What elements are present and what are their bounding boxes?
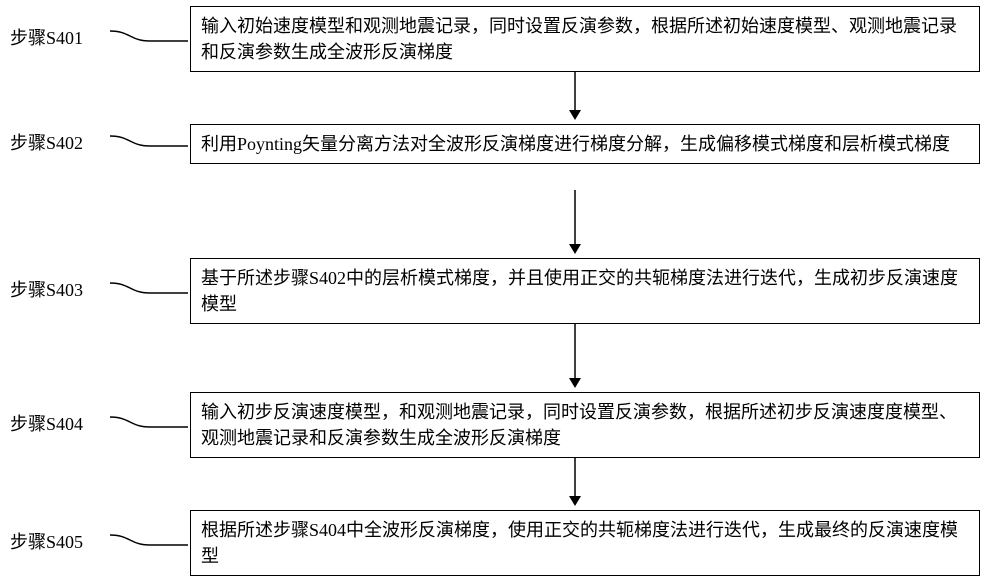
flow-arrow-s402-s403 (565, 190, 585, 254)
step-row-s401: 步骤S401 输入初始速度模型和观测地震记录，同时设置反演参数，根据所述初始速度… (10, 6, 980, 72)
step-row-s403: 步骤S403 基于所述步骤S402中的层析模式梯度，并且使用正交的共轭梯度法进行… (10, 258, 980, 324)
flow-arrow-s403-s404 (565, 324, 585, 388)
label-connector (110, 533, 190, 553)
step-row-s402: 步骤S402 利用Poynting矢量分离方法对全波形反演梯度进行梯度分解，生成… (10, 124, 980, 164)
step-box: 输入初始速度模型和观测地震记录，同时设置反演参数，根据所述初始速度模型、观测地震… (190, 6, 980, 72)
step-row-s404: 步骤S404 输入初步反演速度模型，和观测地震记录，同时设置反演参数，根据所述初… (10, 392, 980, 458)
step-label: 步骤S401 (10, 28, 110, 50)
label-connector (110, 134, 190, 154)
label-connector (110, 29, 190, 49)
label-connector (110, 415, 190, 435)
step-label: 步骤S403 (10, 280, 110, 302)
step-label: 步骤S405 (10, 532, 110, 554)
step-box: 基于所述步骤S402中的层析模式梯度，并且使用正交的共轭梯度法进行迭代，生成初步… (190, 258, 980, 324)
flow-arrow-s401-s402 (565, 72, 585, 120)
step-row-s405: 步骤S405 根据所述步骤S404中全波形反演梯度，使用正交的共轭梯度法进行迭代… (10, 510, 980, 576)
step-label: 步骤S404 (10, 414, 110, 436)
step-box: 根据所述步骤S404中全波形反演梯度，使用正交的共轭梯度法进行迭代，生成最终的反… (190, 510, 980, 576)
step-label: 步骤S402 (10, 133, 110, 155)
label-connector (110, 281, 190, 301)
flowchart-container: 步骤S401 输入初始速度模型和观测地震记录，同时设置反演参数，根据所述初始速度… (0, 0, 1000, 583)
step-box: 输入初步反演速度模型，和观测地震记录，同时设置反演参数，根据所述初步反演速度度模… (190, 392, 980, 458)
step-box: 利用Poynting矢量分离方法对全波形反演梯度进行梯度分解，生成偏移模式梯度和… (190, 124, 980, 164)
flow-arrow-s404-s405 (565, 458, 585, 506)
